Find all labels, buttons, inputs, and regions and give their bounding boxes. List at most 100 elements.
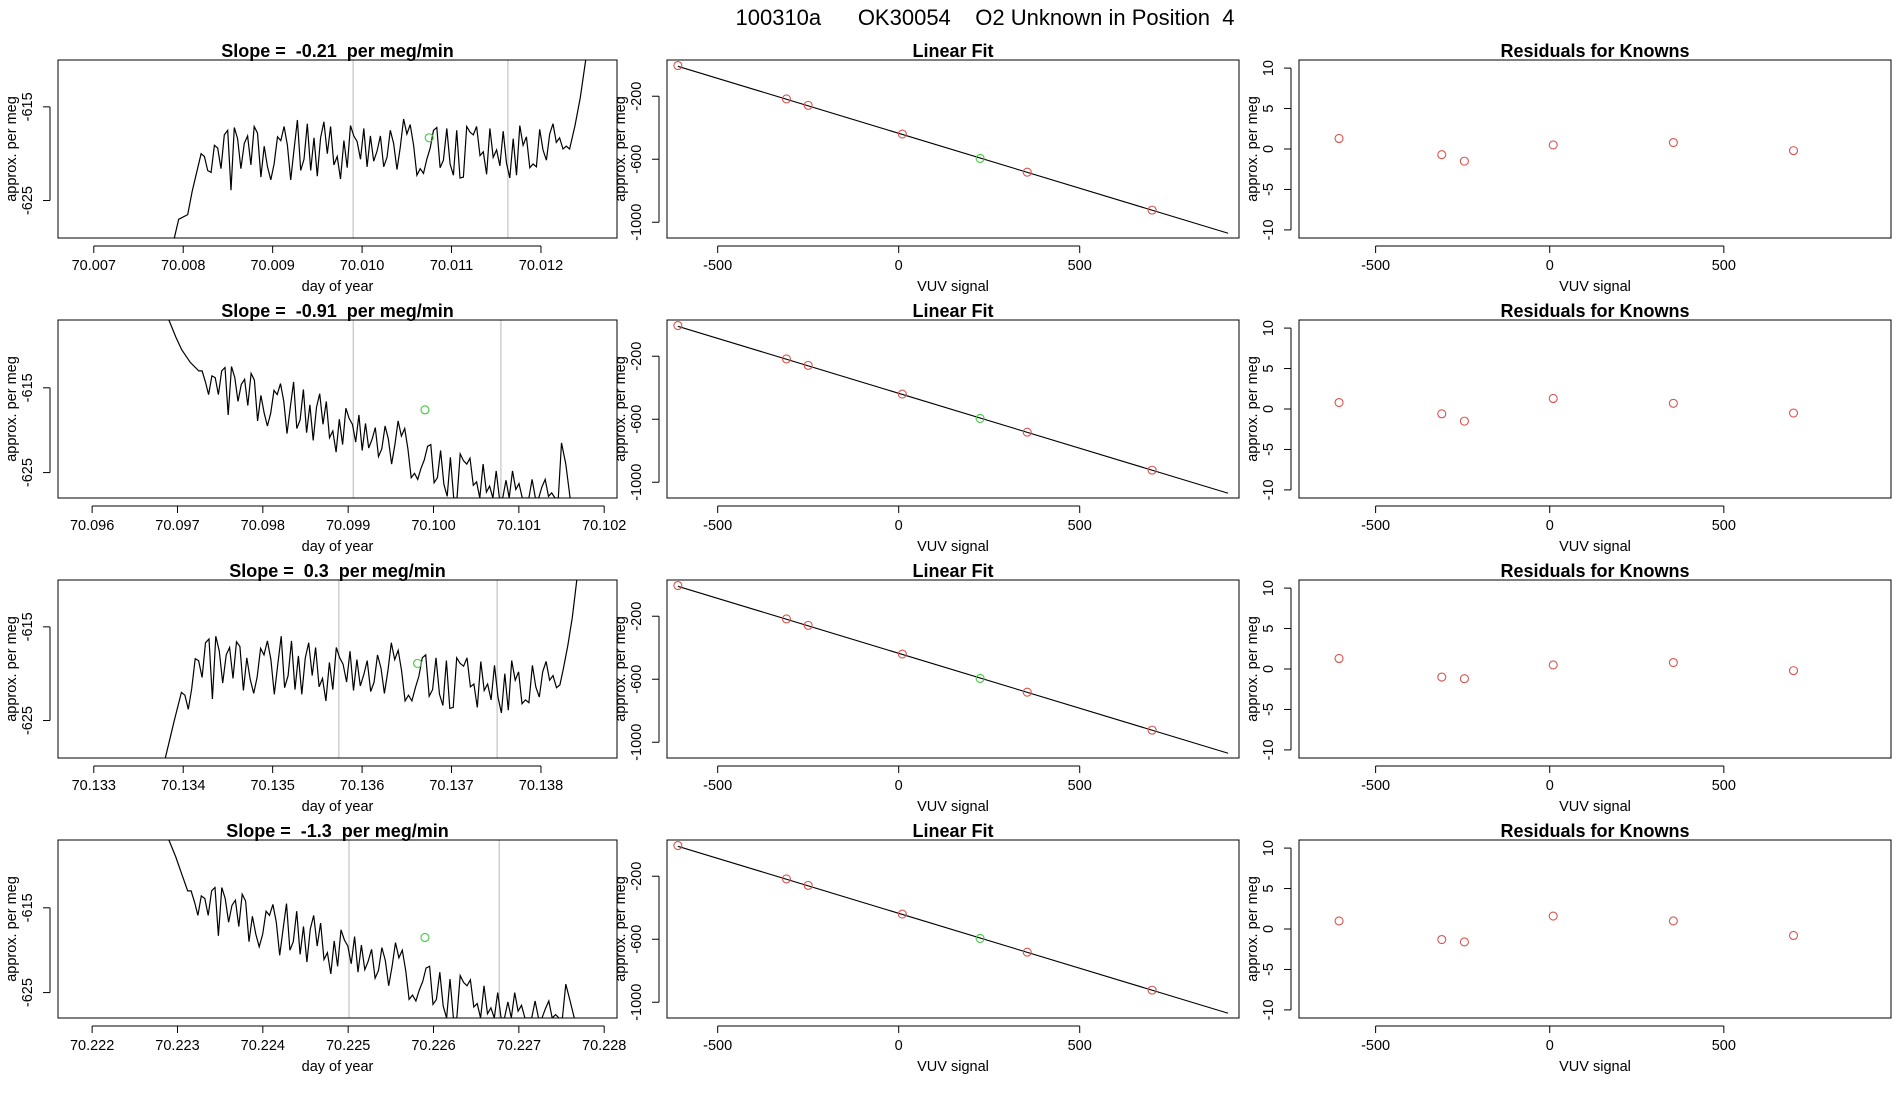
panel-5-x-tick-label: 500 (1068, 518, 1092, 534)
panel-2-known-point (673, 60, 683, 71)
panel-4-series-line (168, 320, 571, 498)
panel-12-known-point (1548, 911, 1558, 921)
panel-3-known-point (1788, 146, 1799, 156)
panel-9-known-point (1334, 653, 1344, 664)
panel-4-y-tick-label: -615 (20, 373, 36, 402)
panel-8-x-tick-label: -500 (703, 778, 732, 794)
panel-10-x-tick-label: 70.226 (411, 1038, 455, 1054)
panel-11-frame (666, 839, 1240, 1019)
panel-9: Residuals for Knowns VUV signal approx. pe… (1245, 561, 1892, 815)
panel-3-y-tick-label: -10 (1261, 219, 1277, 240)
panel-11-x-tick-label: -500 (703, 1038, 732, 1054)
panel-5-xlabel: VUV signal (917, 539, 989, 555)
panel-9-y-tick-label: -10 (1261, 739, 1277, 760)
panel-12-y-tick-label: 10 (1261, 840, 1277, 856)
panel-8-x-tick-label: 500 (1068, 778, 1092, 794)
panel-5-known-point (781, 354, 792, 364)
panel-6-y-tick-label: -10 (1261, 479, 1277, 500)
panel-11-known-point (781, 874, 792, 884)
panel-3-y-tick-label: 0 (1261, 145, 1277, 153)
panel-3: Residuals for Knowns VUV signal approx. pe… (1245, 41, 1892, 295)
panel-11-ylabel: approx. per meg (613, 876, 629, 982)
panel-1-ylabel: approx. per meg (4, 96, 20, 202)
panel-7-frame (57, 579, 618, 759)
panel-1-x-tick-label: 70.008 (161, 258, 205, 274)
panel-11-x-tick-label: 500 (1068, 1038, 1092, 1054)
panel-12-y-tick-label: -10 (1261, 999, 1277, 1020)
panel-5-fit-line (677, 325, 1229, 494)
panel-6-y-tick-label: 10 (1261, 320, 1277, 336)
panel-11-fit-line (677, 845, 1229, 1014)
panel-7-x-tick-label: 70.133 (72, 778, 116, 794)
panel-10-xlabel: day of year (302, 1059, 374, 1075)
panel-9-known-point (1459, 674, 1469, 684)
panel-9-y-tick-label: 10 (1261, 580, 1277, 596)
panel-7-x-tick-label: 70.136 (340, 778, 384, 794)
panel-8-title: Linear Fit (912, 561, 993, 581)
panel-3-known-point (1548, 140, 1558, 150)
panel-6-known-point (1334, 397, 1344, 408)
panel-7-ylabel: approx. per meg (4, 616, 20, 722)
panel-9-known-point (1437, 672, 1447, 682)
panel-9-known-point (1788, 666, 1799, 676)
panel-9-title: Residuals for Knowns (1500, 561, 1689, 581)
panel-3-plot-area (1334, 133, 1799, 166)
panel-6-xlabel: VUV signal (1559, 539, 1631, 555)
panel-11-plot-area (673, 840, 1229, 1014)
panel-11-y-tick-label: -600 (629, 925, 645, 954)
panel-4-x-tick-label: 70.097 (155, 518, 199, 534)
panel-12-x-tick-label: 500 (1712, 1038, 1736, 1054)
panel-8-y-tick-label: -600 (629, 665, 645, 694)
panel-7-unknown-point (412, 658, 423, 668)
panel-4-x-tick-label: 70.102 (582, 518, 626, 534)
panel-1-x-tick-label: 70.009 (250, 258, 294, 274)
panel-12: Residuals for Knowns VUV signal approx. pe… (1245, 821, 1892, 1075)
panel-6-title: Residuals for Knowns (1500, 301, 1689, 321)
panel-3-x-tick-label: -500 (1361, 258, 1390, 274)
panel-2: Linear Fit VUV signal approx. per meg -500 0… (613, 41, 1240, 295)
panel-4-ylabel: approx. per meg (4, 356, 20, 462)
panel-3-known-point (1459, 156, 1469, 166)
panel-6-known-point (1459, 416, 1469, 426)
panel-8-ylabel: approx. per meg (613, 616, 629, 722)
panel-5-known-point (803, 360, 813, 370)
panel-10-ylabel: approx. per meg (4, 876, 20, 982)
panel-1: Slope = -0.21 per meg/min day of year appr… (4, 41, 618, 295)
panels: Slope = -0.21 per meg/min day of year appr… (4, 41, 1892, 1075)
panel-10-x-tick-label: 70.224 (241, 1038, 285, 1054)
panel-2-known-point (803, 100, 813, 110)
panel-6-x-tick-label: 500 (1712, 518, 1736, 534)
panel-1-x-tick-label: 70.010 (340, 258, 384, 274)
panel-11-unknown-point (975, 933, 985, 944)
panel-2-ylabel: approx. per meg (613, 96, 629, 202)
panel-5-frame (666, 319, 1240, 499)
panel-11-known-point (673, 840, 683, 851)
panel-11-title: Linear Fit (912, 821, 993, 841)
panel-10-frame (57, 839, 618, 1019)
panel-8-plot-area (673, 580, 1229, 754)
panel-10-plot-area (168, 840, 575, 1018)
panel-4-xlabel: day of year (302, 539, 374, 555)
panel-1-plot-area (173, 60, 587, 238)
panel-12-frame (1298, 839, 1892, 1019)
panel-5-y-tick-label: -200 (629, 342, 645, 371)
panel-3-title: Residuals for Knowns (1500, 41, 1689, 61)
panel-7-y-tick-label: -625 (20, 706, 36, 735)
panel-12-known-point (1459, 937, 1469, 947)
panel-4-x-tick-label: 70.098 (241, 518, 285, 534)
panel-7: Slope = 0.3 per meg/min day of year approx… (4, 561, 618, 815)
panel-11-y-tick-label: -1000 (629, 984, 645, 1021)
panel-7-x-tick-label: 70.134 (161, 778, 205, 794)
panel-8-x-tick-label: 0 (895, 778, 903, 794)
panel-12-x-tick-label: -500 (1361, 1038, 1390, 1054)
panel-4-x-tick-label: 70.099 (326, 518, 370, 534)
panel-6-known-point (1437, 409, 1447, 419)
panel-2-x-tick-label: -500 (703, 258, 732, 274)
panel-11-known-point (1147, 985, 1157, 995)
panel-3-known-point (1437, 150, 1447, 160)
panel-4: Slope = -0.91 per meg/min day of year appr… (4, 301, 626, 555)
panel-2-known-point (781, 94, 792, 104)
panel-8-y-tick-label: -200 (629, 602, 645, 631)
panel-4-y-tick-label: -625 (20, 458, 36, 487)
